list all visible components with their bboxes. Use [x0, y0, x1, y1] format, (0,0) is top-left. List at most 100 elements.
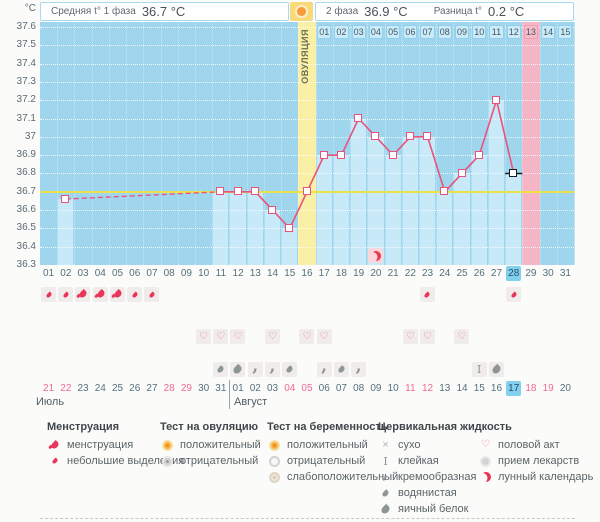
calendar-date-cell[interactable]: 02 — [249, 383, 261, 394]
calendar-date-cell[interactable]: 08 — [353, 383, 365, 394]
temp-marker[interactable] — [474, 150, 483, 159]
cycle-day-cell[interactable]: 11 — [215, 268, 227, 279]
calendar-date-cell[interactable]: 27 — [146, 383, 158, 394]
cervical-fluid-cell[interactable] — [213, 362, 229, 377]
temp-marker[interactable] — [440, 187, 449, 196]
calendar-date-cell[interactable]: 31 — [215, 383, 227, 394]
cervical-fluid-cell[interactable]: , — [316, 357, 332, 377]
calendar-date-cell[interactable]: 15 — [473, 383, 485, 394]
dpo-cell[interactable]: 11 — [489, 25, 504, 39]
intercourse-cell[interactable]: ♡ — [316, 329, 332, 344]
dpo-cell[interactable]: 08 — [437, 25, 452, 39]
cervical-fluid-cell[interactable] — [230, 362, 246, 377]
cycle-day-cell[interactable]: 27 — [490, 268, 503, 279]
temp-marker[interactable] — [250, 187, 259, 196]
cycle-day-cell[interactable]: 20 — [370, 268, 382, 279]
cycle-day-cell[interactable]: 04 — [94, 268, 106, 279]
calendar-date-cell[interactable]: 28 — [163, 383, 175, 394]
cervical-fluid-cell[interactable] — [333, 362, 349, 377]
dpo-cell[interactable]: 15 — [558, 25, 573, 39]
temp-marker[interactable] — [61, 194, 70, 203]
calendar-date-cell[interactable]: 13 — [439, 383, 451, 394]
cycle-day-cell[interactable]: 19 — [353, 268, 365, 279]
calendar-date-cell[interactable]: 06 — [318, 383, 330, 394]
temp-marker[interactable] — [371, 132, 380, 141]
cycle-day-cell[interactable]: 14 — [266, 268, 279, 279]
cycle-day-cell[interactable]: 10 — [198, 268, 210, 279]
cycle-day-cell[interactable]: 17 — [318, 268, 330, 279]
dpo-cell[interactable]: 07 — [420, 25, 435, 39]
intercourse-cell[interactable]: ♡ — [402, 329, 418, 344]
cycle-day-cell[interactable]: 21 — [387, 268, 399, 279]
cycle-day-cell[interactable]: 28 — [506, 266, 522, 281]
menstruation-cell[interactable] — [58, 287, 74, 302]
calendar-date-cell[interactable]: 24 — [94, 383, 106, 394]
calendar-date-cell[interactable]: 12 — [422, 383, 434, 394]
dpo-cell[interactable]: 05 — [386, 25, 401, 39]
temp-marker[interactable] — [216, 187, 225, 196]
cycle-day-cell[interactable]: 05 — [111, 268, 124, 279]
menstruation-cell[interactable] — [41, 287, 56, 302]
intercourse-cell[interactable]: ♡ — [299, 329, 315, 344]
cervical-fluid-cell[interactable] — [282, 362, 298, 377]
menstruation-cell[interactable] — [127, 287, 143, 302]
temp-marker[interactable] — [233, 187, 242, 196]
menstruation-cell[interactable] — [144, 287, 160, 302]
dpo-cell[interactable]: 10 — [472, 25, 487, 39]
intercourse-cell[interactable]: ♡ — [264, 329, 280, 344]
dpo-cell[interactable]: 09 — [454, 25, 470, 39]
calendar-date-cell[interactable]: 25 — [111, 383, 124, 394]
cycle-day-cell[interactable]: 22 — [404, 268, 416, 279]
menstruation-cell[interactable] — [75, 287, 91, 302]
dpo-cell[interactable]: 03 — [351, 25, 366, 39]
dpo-cell[interactable]: 02 — [334, 25, 349, 39]
intercourse-cell[interactable]: ♡ — [196, 329, 212, 344]
menstruation-cell[interactable] — [419, 287, 435, 302]
temp-marker[interactable] — [491, 95, 500, 104]
dpo-cell[interactable]: 12 — [506, 25, 521, 39]
intercourse-cell[interactable]: ♡ — [230, 329, 246, 344]
menstruation-cell[interactable] — [109, 287, 125, 302]
calendar-date-cell[interactable]: 14 — [456, 383, 468, 394]
cycle-day-cell[interactable]: 06 — [129, 268, 141, 279]
calendar-date-cell[interactable]: 23 — [77, 383, 89, 394]
temp-marker[interactable] — [319, 150, 328, 159]
menstruation-cell[interactable] — [506, 287, 522, 302]
temp-marker[interactable] — [285, 223, 294, 232]
dpo-cell[interactable]: 13 — [523, 25, 539, 39]
calendar-date-cell[interactable]: 10 — [387, 383, 399, 394]
calendar-date-cell[interactable]: 05 — [301, 383, 313, 394]
cervical-fluid-cell[interactable]: I — [471, 362, 487, 377]
calendar-date-cell[interactable]: 09 — [370, 383, 382, 394]
cycle-day-cell[interactable]: 12 — [232, 268, 244, 279]
cycle-day-cell[interactable]: 30 — [542, 268, 554, 279]
temp-marker[interactable] — [354, 114, 363, 123]
calendar-date-cell[interactable]: 17 — [506, 381, 522, 396]
cervical-fluid-cell[interactable]: , — [247, 357, 263, 377]
temp-marker[interactable] — [388, 150, 397, 159]
dpo-cell[interactable]: 14 — [541, 25, 556, 39]
cycle-day-cell[interactable]: 01 — [43, 268, 55, 279]
calendar-date-cell[interactable]: 04 — [284, 383, 296, 394]
temp-marker[interactable] — [336, 150, 345, 159]
cycle-day-cell[interactable]: 13 — [249, 268, 261, 279]
cycle-day-cell[interactable]: 18 — [335, 268, 347, 279]
menstruation-cell[interactable] — [92, 287, 108, 302]
dpo-cell[interactable]: 04 — [368, 25, 383, 39]
cycle-day-cell[interactable]: 08 — [163, 268, 175, 279]
calendar-date-cell[interactable]: 19 — [542, 383, 554, 394]
calendar-date-cell[interactable]: 01 — [232, 383, 244, 394]
cycle-day-cell[interactable]: 25 — [456, 268, 468, 279]
calendar-date-cell[interactable]: 16 — [490, 383, 503, 394]
calendar-date-cell[interactable]: 20 — [559, 383, 571, 394]
intercourse-cell[interactable]: ♡ — [419, 329, 435, 344]
cycle-day-cell[interactable]: 07 — [146, 268, 158, 279]
calendar-date-cell[interactable]: 03 — [266, 383, 279, 394]
temp-marker[interactable] — [268, 205, 277, 214]
calendar-date-cell[interactable]: 11 — [405, 383, 416, 394]
calendar-date-cell[interactable]: 07 — [335, 383, 347, 394]
cycle-day-cell[interactable]: 29 — [525, 268, 537, 279]
cycle-day-cell[interactable]: 02 — [60, 268, 72, 279]
calendar-date-cell[interactable]: 26 — [129, 383, 141, 394]
cycle-day-cell[interactable]: 09 — [180, 268, 192, 279]
